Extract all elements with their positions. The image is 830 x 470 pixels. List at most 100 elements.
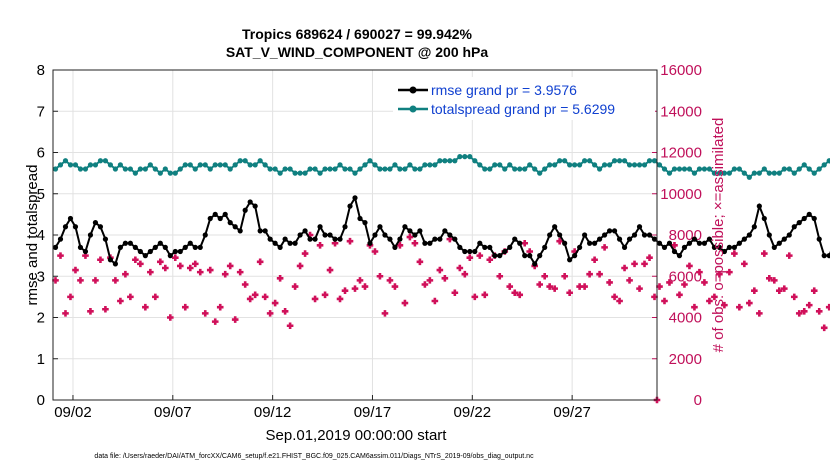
rmse-point (87, 232, 94, 238)
y-right-tick-label: 14000 (660, 103, 702, 120)
rmse-point (357, 215, 363, 222)
rmse-point (671, 248, 678, 255)
y-left-tick-label: 1 (37, 351, 45, 368)
obs-assimilated-point (221, 270, 229, 278)
obs-assimilated-point (551, 285, 558, 292)
rmse-point (806, 211, 812, 217)
totalspread-point (587, 158, 593, 164)
totalspread-point (372, 162, 378, 168)
totalspread-point (132, 170, 138, 176)
obs-assimilated-point (396, 242, 404, 249)
rmse-point (601, 232, 608, 238)
obs-assimilated-point (795, 310, 803, 317)
totalspread-point (142, 166, 148, 172)
rmse-point (57, 236, 64, 242)
totalspread-point (656, 162, 663, 168)
totalspread-point (741, 170, 747, 176)
obs-assimilated-point (246, 295, 254, 303)
obs-assimilated-point (171, 254, 179, 261)
totalspread-point (237, 158, 243, 164)
rmse-point (192, 244, 198, 250)
rmse-point (651, 236, 658, 242)
totalspread-point (407, 162, 413, 168)
obs-assimilated-point (691, 303, 698, 311)
rmse-point (686, 240, 693, 246)
y-left-tick-label: 2 (37, 310, 45, 327)
obs-assimilated-point (401, 299, 409, 307)
rmse-point (382, 232, 388, 238)
obs-assimilated-point (676, 291, 683, 299)
rmse-point (267, 236, 273, 242)
totalspread-point (382, 166, 388, 172)
rmse-point (327, 232, 333, 238)
obs-assimilated-point (211, 318, 219, 325)
rmse-point (771, 244, 777, 250)
obs-assimilated-point (351, 285, 359, 292)
rmse-point (172, 248, 178, 255)
rmse-point (786, 232, 792, 238)
obs-assimilated-point (451, 289, 459, 297)
totalspread-point (57, 162, 64, 168)
grid (53, 70, 657, 400)
totalspread-point (596, 166, 603, 172)
rmse-point (472, 248, 478, 255)
rmse-point (242, 207, 248, 213)
totalspread-point (167, 170, 173, 176)
totalspread-point (721, 170, 727, 176)
totalspread-point (152, 166, 158, 172)
rmse-point (212, 211, 218, 217)
obs-assimilated-point (516, 291, 524, 299)
totalspread-point (307, 166, 313, 172)
rmse-point (462, 248, 468, 255)
totalspread-point (826, 158, 830, 164)
chart-title: Tropics 689624 / 690027 = 99.942% (242, 26, 473, 42)
totalspread-point (711, 170, 718, 176)
totalspread-point (457, 154, 463, 160)
totalspread-point (107, 162, 114, 168)
x-tick-label: 09/22 (454, 404, 492, 421)
totalspread-point (217, 162, 223, 168)
rmse-point (796, 220, 802, 226)
obs-assimilated-point (466, 254, 474, 261)
rmse-point (427, 240, 433, 246)
rmse-point (721, 248, 727, 255)
totalspread-point (816, 166, 822, 172)
totalspread-point (611, 158, 618, 164)
obs-assimilated-point (741, 260, 748, 268)
obs-assimilated-point (731, 250, 738, 257)
obs-assimilated-point (346, 237, 354, 245)
totalspread-point (352, 170, 358, 176)
totalspread-point (791, 170, 797, 176)
totalspread-point (442, 158, 448, 164)
rmse-point (292, 240, 298, 246)
obs-assimilated-point (751, 287, 758, 294)
rmse-point (507, 244, 513, 250)
rmse-point (207, 215, 213, 222)
obs-assimilated-point (92, 277, 99, 284)
totalspread-point (252, 162, 258, 168)
totalspread-point (527, 162, 533, 168)
rmse-point (392, 244, 398, 250)
obs-assimilated-point (726, 268, 733, 276)
obs-assimilated-point (371, 248, 379, 255)
rmse-point (97, 224, 104, 230)
rmse-point (661, 244, 668, 250)
obs-assimilated-point (411, 239, 419, 247)
totalspread-point (796, 166, 802, 172)
rmse-point (262, 228, 268, 234)
rmse-point (826, 253, 830, 259)
obs-assimilated-point (591, 256, 598, 264)
x-tick-label: 09/12 (254, 404, 292, 421)
rmse-point (217, 215, 223, 222)
rmse-point (397, 236, 403, 242)
totalspread-point (187, 162, 193, 168)
obs-assimilated-point (416, 258, 424, 266)
totalspread-point (681, 166, 688, 172)
rmse-point (127, 240, 133, 246)
rmse-point (596, 236, 603, 242)
y-right-tick-label: 6000 (669, 268, 702, 285)
totalspread-point (567, 162, 573, 168)
totalspread-point (257, 158, 263, 164)
obs-assimilated-point (381, 310, 389, 317)
